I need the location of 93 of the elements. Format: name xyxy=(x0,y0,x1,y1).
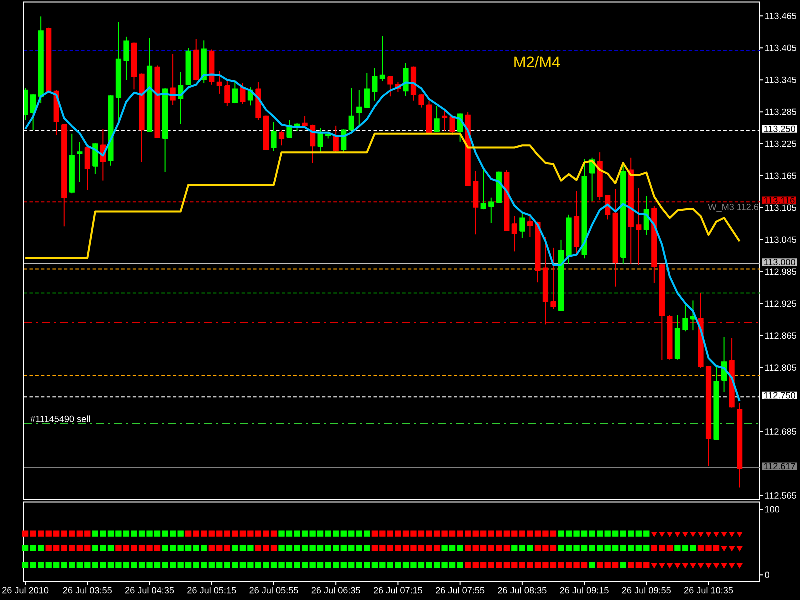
candlestick xyxy=(271,122,277,152)
candlestick xyxy=(512,216,518,252)
candlestick xyxy=(356,90,362,128)
candlestick xyxy=(682,304,688,332)
candlestick xyxy=(442,109,448,132)
point xyxy=(729,546,735,552)
point xyxy=(682,563,688,569)
ref-line-label: 113.250 xyxy=(764,126,796,132)
candlestick xyxy=(232,80,238,104)
x-tick-label: 26 Jul 10:35 xyxy=(684,587,734,594)
point xyxy=(682,532,688,538)
y-tick-label: 112.985 xyxy=(765,268,797,276)
candlestick xyxy=(124,36,130,81)
candlestick xyxy=(278,130,285,146)
x-tick-label: 26 Jul 05:55 xyxy=(250,587,298,594)
point xyxy=(706,532,712,538)
point xyxy=(729,563,735,569)
x-tick-label: 26 Jul 07:55 xyxy=(436,587,485,594)
x-tick-label: 26 Jul 08:35 xyxy=(498,587,547,594)
candlestick xyxy=(240,82,246,105)
candlestick xyxy=(333,125,339,154)
y-tick-label: 0 xyxy=(765,572,770,578)
x-tick-label: 26 Jul 09:15 xyxy=(560,587,609,594)
candlestick xyxy=(224,80,230,107)
point xyxy=(667,532,673,538)
candlestick xyxy=(388,76,394,98)
candlestick xyxy=(372,68,378,102)
x-tick-label: 26 Jul 03:55 xyxy=(63,587,112,594)
y-tick-label: 112.685 xyxy=(765,428,797,436)
y-tick-label: 112.565 xyxy=(765,492,797,499)
point xyxy=(721,563,728,569)
point xyxy=(706,563,712,569)
point xyxy=(721,532,728,538)
annotation: #11145490 sell xyxy=(30,416,90,422)
candlestick xyxy=(403,62,409,97)
y-tick-label: 113.405 xyxy=(765,44,797,52)
point xyxy=(729,532,735,538)
y-tick-label: 113.165 xyxy=(765,172,797,180)
point xyxy=(721,546,728,552)
candlestick xyxy=(216,70,222,94)
y-tick-label: 113.225 xyxy=(765,140,797,148)
candlestick xyxy=(348,88,354,132)
candlestick xyxy=(92,143,98,175)
point xyxy=(667,563,673,569)
y-tick-label: 113.105 xyxy=(765,204,797,212)
point xyxy=(674,532,681,538)
y-tick-label: 113.285 xyxy=(765,108,797,116)
x-tick-label: 26 Jul 05:15 xyxy=(188,587,236,594)
point xyxy=(698,563,704,569)
ref-line-label: 112.617 xyxy=(764,463,796,470)
annotation: W_M3 112.6 xyxy=(708,204,759,212)
point xyxy=(674,563,681,569)
x-tick-label: 26 Jul 07:15 xyxy=(374,587,423,594)
y-tick-label: 112.805 xyxy=(765,364,797,372)
candlestick xyxy=(550,247,556,310)
point xyxy=(651,532,658,538)
candlestick xyxy=(30,94,36,131)
point xyxy=(698,532,704,538)
annotation: M2/M4 xyxy=(514,56,560,68)
candlestick xyxy=(480,168,486,210)
point xyxy=(736,532,743,538)
point xyxy=(736,546,743,552)
y-tick-label: 112.865 xyxy=(765,332,797,340)
candlestick xyxy=(488,197,494,224)
candlestick xyxy=(434,106,440,133)
point xyxy=(690,532,696,538)
point xyxy=(736,563,743,569)
candlestick xyxy=(380,36,386,82)
candlestick xyxy=(636,188,642,266)
candlestick xyxy=(527,216,534,238)
y-tick-label: 113.045 xyxy=(765,236,797,244)
y-tick-label: 113.345 xyxy=(765,76,797,84)
y-tick-label: 112.925 xyxy=(765,300,797,308)
x-tick-label: 26 Jul 2010 xyxy=(2,587,49,594)
x-tick-label: 26 Jul 06:35 xyxy=(312,587,360,594)
point xyxy=(690,563,696,569)
candlestick xyxy=(418,94,424,108)
ref-line-label: 113.000 xyxy=(764,259,796,266)
candlestick xyxy=(520,212,526,239)
ref-line-label: 112.750 xyxy=(764,392,796,399)
ref-line-label: 113.116 xyxy=(764,197,795,204)
point xyxy=(651,563,658,569)
point xyxy=(714,563,720,569)
candlestick xyxy=(77,142,83,183)
candlestick xyxy=(84,146,90,191)
point xyxy=(659,532,666,538)
point xyxy=(659,563,666,569)
x-tick-label: 26 Jul 04:35 xyxy=(126,587,174,594)
candlestick xyxy=(364,72,370,109)
y-tick-label: 113.465 xyxy=(765,12,797,20)
point xyxy=(714,532,720,538)
y-tick-label: 100 xyxy=(765,506,780,513)
x-tick-label: 26 Jul 09:55 xyxy=(622,587,671,594)
